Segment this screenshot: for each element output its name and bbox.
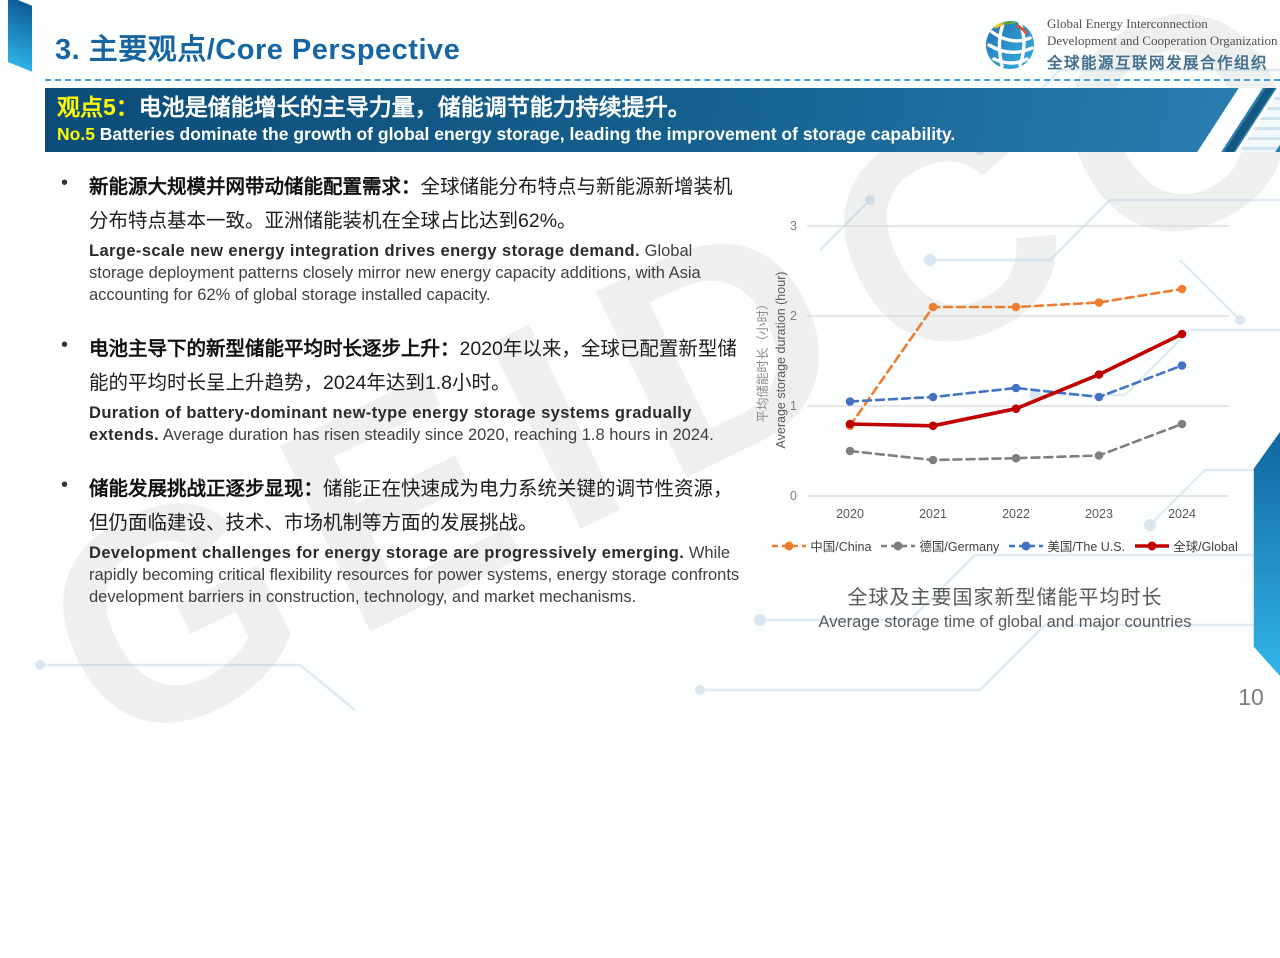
banner-badge-cn: 观点5： [57,94,139,120]
bullet-item-2: • 电池主导下的新型储能平均时长逐步上升：2020年以来，全球已配置新型储能的平… [55,332,745,446]
bullet-item-3: • 储能发展挑战正逐步显现：储能正在快速成为电力系统关键的调节性资源，但仍面临建… [55,472,745,608]
bullet-3-en-body: While rapidly becoming critical flexibil… [89,544,740,606]
geidco-logo: Global Energy Interconnection Developmen… [982,15,1277,73]
legend-label: 全球/Global [1173,540,1238,554]
bullet-item-1: • 新能源大规模并网带动储能配置需求：全球储能分布特点与新能源新增装机分布特点基… [55,170,745,306]
chart-legend: 中国/China 德国/Germany 美国/The U.S. 全球/Global [755,536,1255,555]
bullet-marker: • [61,474,69,496]
bullet-3-cn-body: 储能正在快速成为电力系统关键的调节性资源，但仍面临建设、技术、市场机制等方面的发… [89,478,733,534]
svg-text:0: 0 [790,489,797,503]
legend-swatch-icon [772,541,807,550]
svg-text:平均储能时长（小时）: 平均储能时长（小时） [755,297,770,422]
legend-item-China: 中国/China [772,536,871,555]
bullet-1-cn: 新能源大规模并网带动储能配置需求：全球储能分布特点与新能源新增装机分布特点基本一… [89,170,745,238]
banner-line-en: No.5 Batteries dominate the growth of gl… [57,122,1280,146]
bullet-1-en-lead: Large-scale new energy integration drive… [89,242,641,260]
bullet-2-cn-body: 2020年以来，全球已配置新型储能的平均时长呈上升趋势，2024年达到1.8小时… [89,338,737,394]
legend-label: 美国/The U.S. [1047,540,1126,554]
title-divider [45,79,1280,81]
svg-text:2024: 2024 [1168,507,1196,521]
legend-swatch-icon [881,541,916,550]
svg-text:1: 1 [790,399,797,413]
org-name-en-line1: Global Energy Interconnection [1047,16,1208,31]
top-left-ribbon [8,0,32,72]
bullet-marker: • [61,334,69,356]
bullet-marker: • [61,172,69,194]
legend-swatch-icon [1009,541,1044,550]
chart-caption: 全球及主要国家新型储能平均时长 Average storage time of … [755,581,1255,632]
bullet-2-en-lead: Duration of battery-dominant new-type en… [89,404,692,444]
svg-text:3: 3 [790,219,797,233]
banner-line-cn: 观点5：电池是储能增长的主导力量，储能调节能力持续提升。 [57,93,1280,122]
legend-label: 德国/Germany [919,540,1000,554]
chart-caption-cn: 全球及主要国家新型储能平均时长 [847,587,1163,609]
bullet-2-en: Duration of battery-dominant new-type en… [89,402,745,446]
legend-item-Germany: 德国/Germany [881,536,999,555]
bullet-2-cn-lead: 电池主导下的新型储能平均时长逐步上升： [89,338,460,360]
svg-text:2023: 2023 [1085,507,1113,521]
bullet-1-en-body: Global storage deployment patterns close… [89,242,701,304]
svg-text:2021: 2021 [919,507,947,521]
bullet-3-cn: 储能发展挑战正逐步显现：储能正在快速成为电力系统关键的调节性资源，但仍面临建设、… [89,472,745,540]
bullet-1-cn-body: 全球储能分布特点与新能源新增装机分布特点基本一致。亚洲储能装机在全球占比达到62… [89,176,733,232]
perspective-banner: 观点5：电池是储能增长的主导力量，储能调节能力持续提升。 No.5 Batter… [45,88,1280,152]
svg-text:2: 2 [790,309,797,323]
legend-label: 中国/China [810,540,872,554]
storage-duration-line-chart: 0 1 2 3 2020 2021 2022 2023 2024 平均储能时长（小时） Averag… [755,219,1229,521]
banner-headline-cn: 电池是储能增长的主导力量，储能调节能力持续提升。 [138,94,691,120]
org-name-en-line2: Development and Cooperation Organization [1047,33,1278,48]
org-name: Global Energy Interconnection Developmen… [1047,15,1277,73]
legend-swatch-icon [1135,541,1170,550]
org-name-cn: 全球能源互联网发展合作组织 [1047,55,1269,72]
chart-panel: 0 1 2 3 2020 2021 2022 2023 2024 平均储能时长（小时） Averag… [755,180,1255,632]
bullet-list: • 新能源大规模并网带动储能配置需求：全球储能分布特点与新能源新增装机分布特点基… [55,170,745,634]
bullet-1-en: Large-scale new energy integration drive… [89,240,745,306]
svg-text:Average storage duration (hour: Average storage duration (hour) [774,272,788,449]
bullet-2-cn: 电池主导下的新型储能平均时长逐步上升：2020年以来，全球已配置新型储能的平均时… [89,332,745,400]
banner-badge-en: No.5 [57,124,100,144]
bullet-2-en-body: Average duration has risen steadily sinc… [159,426,714,444]
svg-text:2020: 2020 [836,507,864,521]
bullet-3-cn-lead: 储能发展挑战正逐步显现： [89,478,324,500]
svg-text:2022: 2022 [1002,507,1030,521]
bullet-3-en: Development challenges for energy storag… [89,542,745,608]
chart-caption-en: Average storage time of global and major… [818,613,1192,631]
bullet-3-en-lead: Development challenges for energy storag… [89,544,685,562]
page-number: 10 [1238,684,1264,710]
legend-item-The U.S.: 美国/The U.S. [1009,536,1125,555]
globe-icon [986,20,1034,69]
legend-item-Global: 全球/Global [1135,536,1238,555]
banner-headline-en: Batteries dominate the growth of global … [99,124,956,144]
bullet-1-cn-lead: 新能源大规模并网带动储能配置需求： [89,176,421,198]
page-title: 3. 主要观点/Core Perspective [55,34,461,66]
